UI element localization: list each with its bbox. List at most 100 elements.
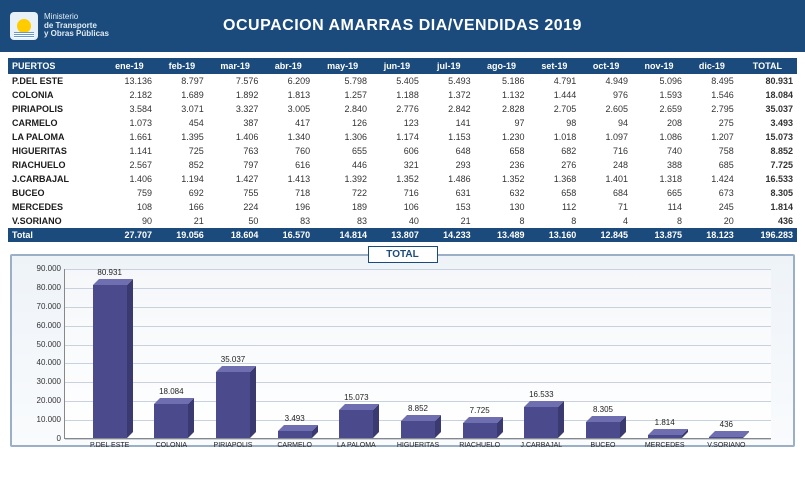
cell-value: 1.097 xyxy=(580,130,632,144)
ytick-label: 40.000 xyxy=(25,358,61,367)
cell-value: 2.567 xyxy=(103,158,156,172)
cell-value: 852 xyxy=(156,158,208,172)
col-month: oct-19 xyxy=(580,58,632,74)
port-name: CARMELO xyxy=(8,116,103,130)
cell-value: 1.188 xyxy=(371,88,423,102)
cell-value: 8 xyxy=(475,214,529,228)
cell-value: 631 xyxy=(423,186,475,200)
bar xyxy=(648,429,688,438)
cell-value: 5.798 xyxy=(314,74,371,88)
cell-value: 673 xyxy=(686,186,738,200)
table-row: P.DEL ESTE13.1368.7977.5766.2095.7985.40… xyxy=(8,74,797,88)
cell-value: 5.493 xyxy=(423,74,475,88)
cell-value: 3.493 xyxy=(738,116,797,130)
cell-value: 189 xyxy=(314,200,371,214)
col-month: TOTAL xyxy=(738,58,797,74)
cell-value: 3.005 xyxy=(262,102,314,116)
table-row: CARMELO1.0734543874171261231419798942082… xyxy=(8,116,797,130)
xtick-label: J.CARBAJAL xyxy=(521,442,563,449)
gridline xyxy=(65,326,771,327)
total-cell: 13.489 xyxy=(475,228,529,242)
ytick-label: 20.000 xyxy=(25,396,61,405)
cell-value: 797 xyxy=(208,158,263,172)
xtick-label: V.SORIANO xyxy=(707,442,745,449)
gridline xyxy=(65,269,771,270)
cell-value: 1.207 xyxy=(686,130,738,144)
cell-value: 4.949 xyxy=(580,74,632,88)
xtick-label: PIRIAPOLIS xyxy=(214,442,253,449)
cell-value: 1.424 xyxy=(686,172,738,186)
cell-value: 740 xyxy=(632,144,686,158)
col-month: abr-19 xyxy=(262,58,314,74)
cell-value: 2.182 xyxy=(103,88,156,102)
bar-value-label: 80.931 xyxy=(97,268,121,277)
cell-value: 758 xyxy=(686,144,738,158)
cell-value: 40 xyxy=(371,214,423,228)
xtick-label: RIACHUELO xyxy=(459,442,500,449)
port-name: COLONIA xyxy=(8,88,103,102)
cell-value: 436 xyxy=(738,214,797,228)
cell-value: 224 xyxy=(208,200,263,214)
port-name: HIGUERITAS xyxy=(8,144,103,158)
cell-value: 1.486 xyxy=(423,172,475,186)
bar-value-label: 436 xyxy=(720,420,733,429)
cell-value: 1.413 xyxy=(262,172,314,186)
total-cell: 14.233 xyxy=(423,228,475,242)
cell-value: 123 xyxy=(371,116,423,130)
total-cell: 18.604 xyxy=(208,228,263,242)
cell-value: 2.828 xyxy=(475,102,529,116)
table-row: COLONIA2.1821.6891.8921.8131.2571.1881.3… xyxy=(8,88,797,102)
uruguay-shield-icon xyxy=(10,12,38,40)
xtick-label: P.DEL ESTE xyxy=(90,442,129,449)
cell-value: 126 xyxy=(314,116,371,130)
cell-value: 1.444 xyxy=(529,88,581,102)
cell-value: 725 xyxy=(156,144,208,158)
port-name: PIRIAPOLIS xyxy=(8,102,103,116)
cell-value: 2.795 xyxy=(686,102,738,116)
ytick-label: 10.000 xyxy=(25,415,61,424)
total-cell: 13.807 xyxy=(371,228,423,242)
cell-value: 5.096 xyxy=(632,74,686,88)
bar-value-label: 18.084 xyxy=(159,387,183,396)
bar-value-label: 35.037 xyxy=(221,355,245,364)
cell-value: 275 xyxy=(686,116,738,130)
data-table-wrap: PUERTOSene-19feb-19mar-19abr-19may-19jun… xyxy=(0,52,805,244)
cell-value: 3.071 xyxy=(156,102,208,116)
bar-value-label: 15.073 xyxy=(344,393,368,402)
bar-value-label: 8.305 xyxy=(593,405,613,414)
header: Ministerio de Transporte y Obras Pública… xyxy=(0,0,805,52)
cell-value: 1.427 xyxy=(208,172,263,186)
cell-value: 1.406 xyxy=(208,130,263,144)
cell-value: 692 xyxy=(156,186,208,200)
port-name: V.SORIANO xyxy=(8,214,103,228)
cell-value: 16.533 xyxy=(738,172,797,186)
col-month: mar-19 xyxy=(208,58,263,74)
port-name: P.DEL ESTE xyxy=(8,74,103,88)
ministry-logo: Ministerio de Transporte y Obras Pública… xyxy=(10,12,109,40)
gridline xyxy=(65,345,771,346)
ministry-line3: y Obras Públicas xyxy=(44,30,109,38)
cell-value: 7.725 xyxy=(738,158,797,172)
cell-value: 106 xyxy=(371,200,423,214)
total-cell: 12.845 xyxy=(580,228,632,242)
cell-value: 759 xyxy=(103,186,156,200)
cell-value: 13.136 xyxy=(103,74,156,88)
cell-value: 321 xyxy=(371,158,423,172)
cell-value: 80.931 xyxy=(738,74,797,88)
table-row: LA PALOMA1.6611.3951.4061.3401.3061.1741… xyxy=(8,130,797,144)
bar xyxy=(154,398,194,438)
cell-value: 1.141 xyxy=(103,144,156,158)
cell-value: 658 xyxy=(475,144,529,158)
cell-value: 417 xyxy=(262,116,314,130)
xtick-label: HIGUERITAS xyxy=(397,442,439,449)
cell-value: 1.661 xyxy=(103,130,156,144)
cell-value: 153 xyxy=(423,200,475,214)
cell-value: 90 xyxy=(103,214,156,228)
table-total-row: Total27.70719.05618.60416.57014.81413.80… xyxy=(8,228,797,242)
col-puertos: PUERTOS xyxy=(8,58,103,74)
xtick-label: BUCEO xyxy=(591,442,616,449)
cell-value: 1.132 xyxy=(475,88,529,102)
cell-value: 1.392 xyxy=(314,172,371,186)
cell-value: 20 xyxy=(686,214,738,228)
cell-value: 245 xyxy=(686,200,738,214)
